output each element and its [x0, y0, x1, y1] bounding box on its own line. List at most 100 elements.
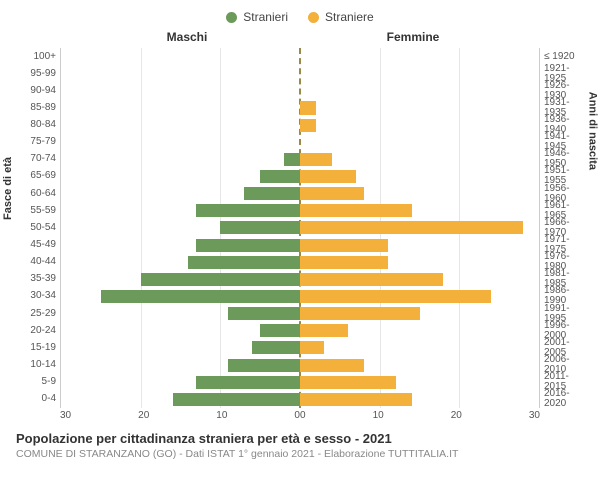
chart-title: Popolazione per cittadinanza straniera p… — [16, 431, 584, 446]
bar-male — [196, 376, 300, 389]
bar-row — [61, 305, 539, 322]
legend-label-female: Straniere — [325, 10, 374, 24]
x-tick: 30 — [60, 410, 71, 421]
bar-female — [300, 307, 420, 320]
bar-row — [61, 151, 539, 168]
y-tick-left: 15-19 — [14, 339, 56, 356]
y-tick-left: 90-94 — [14, 82, 56, 99]
chart-subtitle: COMUNE DI STARANZANO (GO) - Dati ISTAT 1… — [16, 448, 584, 460]
y-tick-left: 65-69 — [14, 168, 56, 185]
circle-icon — [226, 12, 237, 23]
bar-male — [220, 221, 300, 234]
legend-label-male: Stranieri — [243, 10, 288, 24]
bar-row — [61, 219, 539, 236]
y-tick-left: 35-39 — [14, 271, 56, 288]
y-tick-left: 5-9 — [14, 374, 56, 391]
bar-row — [61, 168, 539, 185]
y-tick-left: 40-44 — [14, 254, 56, 271]
y-tick-left: 80-84 — [14, 117, 56, 134]
bar-male — [284, 153, 300, 166]
bar-row — [61, 288, 539, 305]
bar-female — [300, 256, 388, 269]
y-tick-left: 95-99 — [14, 65, 56, 82]
x-ticks-left: 3020100 — [60, 410, 300, 421]
y-axis-title-right: Anni di nascita — [586, 92, 598, 170]
y-tick-left: 85-89 — [14, 99, 56, 116]
bar-female — [300, 221, 523, 234]
bar-female — [300, 119, 316, 132]
bar-row — [61, 254, 539, 271]
bar-male — [101, 290, 300, 303]
x-tick: 20 — [451, 410, 462, 421]
header-male: Maschi — [74, 30, 300, 44]
y-axis-right: ≤ 19201921-19251926-19301931-19351936-19… — [540, 48, 586, 408]
y-tick-left: 25-29 — [14, 305, 56, 322]
y-tick-left: 50-54 — [14, 219, 56, 236]
bar-row — [61, 339, 539, 356]
x-ticks-right: 0 10 20 30 — [300, 410, 540, 421]
x-tick: 10 — [216, 410, 227, 421]
y-tick-left: 0-4 — [14, 391, 56, 408]
plot — [60, 48, 540, 408]
bar-male — [188, 256, 300, 269]
bar-female — [300, 341, 324, 354]
bar-male — [244, 187, 300, 200]
bar-female — [300, 359, 364, 372]
bar-male — [228, 307, 300, 320]
y-axis-title-left: Fasce di età — [2, 157, 14, 220]
bar-row — [61, 322, 539, 339]
bar-female — [300, 187, 364, 200]
bar-male — [228, 359, 300, 372]
bar-female — [300, 393, 412, 406]
bar-row — [61, 65, 539, 82]
y-tick-left: 100+ — [14, 48, 56, 65]
bar-row — [61, 82, 539, 99]
bar-row — [61, 271, 539, 288]
population-pyramid-chart: Stranieri Straniere Maschi Femmine 100+9… — [0, 0, 600, 500]
x-axis: 30 20 10 0 0 10 20 30 — [60, 410, 540, 421]
y-tick-right: 2016-2020 — [544, 391, 586, 408]
y-tick-left: 75-79 — [14, 134, 56, 151]
x-tick: 0 — [300, 410, 306, 421]
bar-female — [300, 273, 443, 286]
y-tick-left: 60-64 — [14, 185, 56, 202]
bar-row — [61, 99, 539, 116]
bar-female — [300, 204, 412, 217]
bar-male — [196, 204, 300, 217]
bar-row — [61, 357, 539, 374]
bar-female — [300, 239, 388, 252]
legend-item-female: Straniere — [308, 10, 374, 24]
bar-female — [300, 290, 491, 303]
bar-female — [300, 170, 356, 183]
y-axis-left: 100+95-9990-9485-8980-8475-7970-7465-696… — [14, 48, 60, 408]
y-tick-left: 45-49 — [14, 237, 56, 254]
legend-item-male: Stranieri — [226, 10, 288, 24]
bar-male — [252, 341, 300, 354]
bar-row — [61, 185, 539, 202]
bar-male — [260, 324, 300, 337]
bar-female — [300, 153, 332, 166]
legend: Stranieri Straniere — [14, 10, 586, 24]
bar-row — [61, 134, 539, 151]
bar-row — [61, 117, 539, 134]
bar-row — [61, 391, 539, 408]
x-tick: 10 — [373, 410, 384, 421]
bar-male — [196, 239, 300, 252]
circle-icon — [308, 12, 319, 23]
y-tick-left: 20-24 — [14, 322, 56, 339]
y-tick-left: 10-14 — [14, 357, 56, 374]
header-female: Femmine — [300, 30, 526, 44]
x-tick: 30 — [529, 410, 540, 421]
chart-footer: Popolazione per cittadinanza straniera p… — [14, 431, 586, 460]
bar-row — [61, 237, 539, 254]
bar-male — [141, 273, 300, 286]
y-tick-left: 55-59 — [14, 202, 56, 219]
bar-male — [260, 170, 300, 183]
bar-female — [300, 376, 396, 389]
plot-area: 100+95-9990-9485-8980-8475-7970-7465-696… — [14, 48, 586, 408]
y-tick-left: 30-34 — [14, 288, 56, 305]
bar-row — [61, 48, 539, 65]
y-tick-left: 70-74 — [14, 151, 56, 168]
x-tick: 20 — [138, 410, 149, 421]
bar-female — [300, 324, 348, 337]
